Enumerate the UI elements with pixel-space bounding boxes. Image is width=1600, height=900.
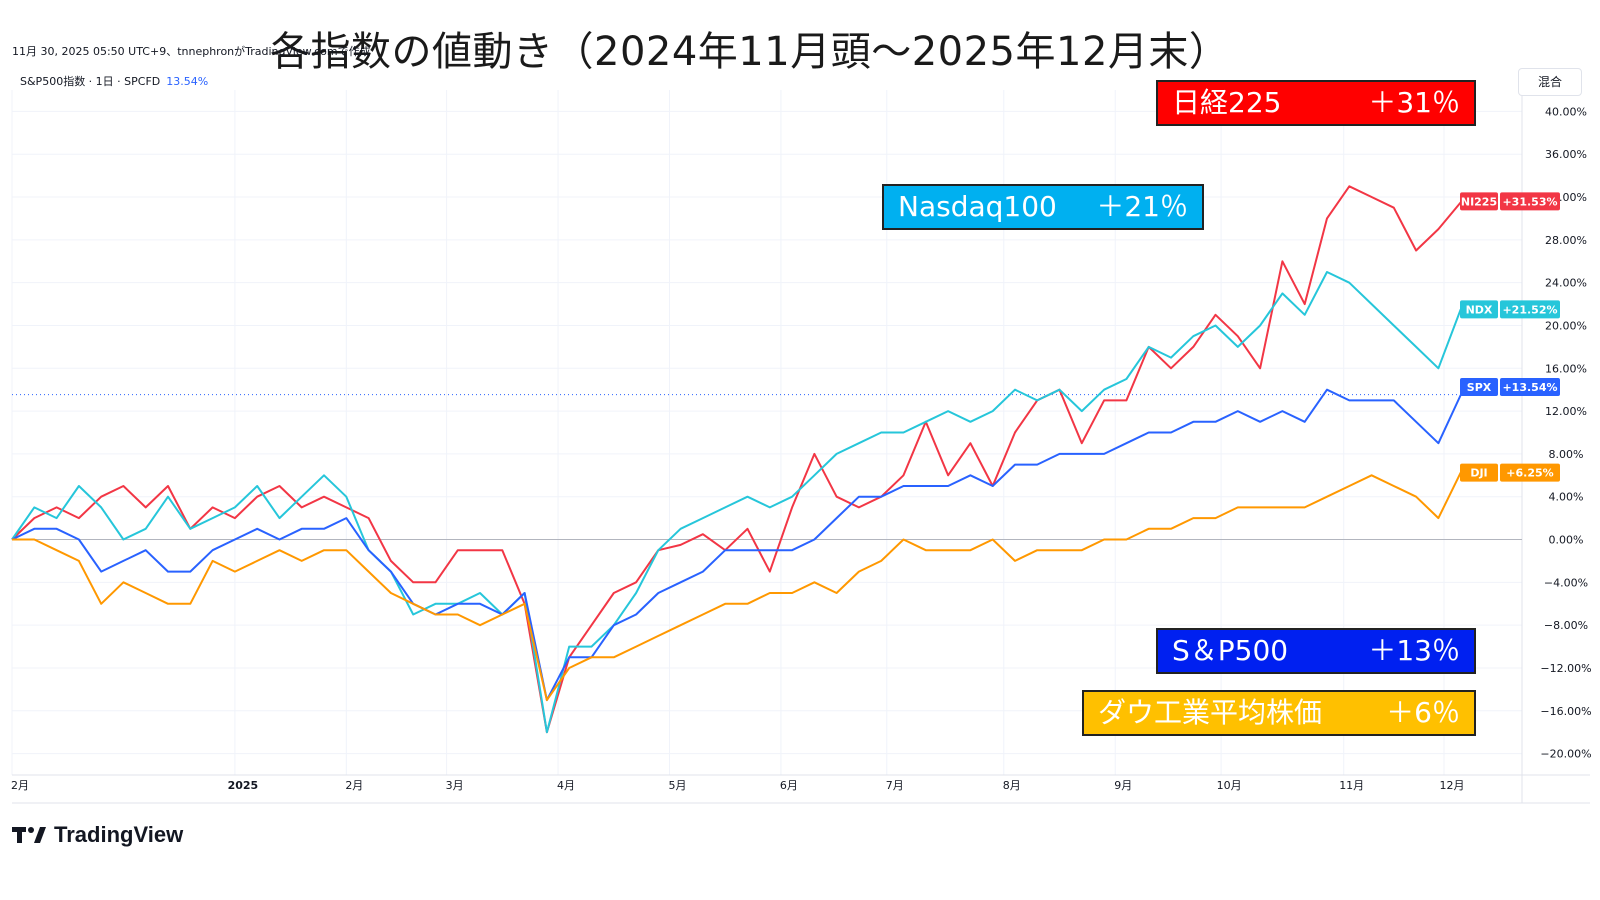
series-line-ndx bbox=[11, 271, 1462, 734]
callout-nikkei-name: 日経225 bbox=[1172, 86, 1282, 119]
callout-sp500-change: ＋13％ bbox=[1368, 634, 1460, 667]
y-tick-label: −20.00% bbox=[1540, 748, 1591, 761]
y-tick-label: 36.00% bbox=[1545, 148, 1587, 161]
badge-symbol-label: NDX bbox=[1466, 303, 1493, 316]
callout-nikkei: 日経225 ＋31％ bbox=[1156, 80, 1476, 126]
chart-meta: 11月 30, 2025 05:50 UTC+9、tnnephronがTradi… bbox=[12, 45, 371, 58]
badge-symbol-dji bbox=[1460, 463, 1498, 482]
callout-nasdaq-change: ＋21％ bbox=[1096, 190, 1188, 223]
chart-legend[interactable]: S&P500指数 · 1日 · SPCFD 13.54% bbox=[20, 73, 208, 89]
y-tick-label: −16.00% bbox=[1540, 705, 1591, 718]
x-tick-label: 2月 bbox=[345, 779, 363, 792]
x-tick-label: 2025 bbox=[228, 779, 259, 792]
x-tick-label: 12月 bbox=[1439, 779, 1464, 792]
tradingview-logo-icon bbox=[12, 827, 46, 843]
series-line-dji bbox=[12, 472, 1462, 702]
badge-value-label: +13.54% bbox=[1502, 381, 1557, 394]
y-tick-label: 0.00% bbox=[1549, 534, 1584, 547]
badge-value-dji bbox=[1500, 463, 1560, 482]
y-tick-label: 28.00% bbox=[1545, 234, 1587, 247]
page-title: 各指数の値動き（2024年11月頭〜2025年12月末） bbox=[270, 29, 1230, 75]
y-tick-label: 4.00% bbox=[1549, 491, 1584, 504]
chart-axes bbox=[12, 70, 1590, 804]
callout-nasdaq-name: Nasdaq100 bbox=[898, 190, 1057, 223]
callout-dow: ダウ工業平均株価 ＋6％ bbox=[1082, 690, 1476, 736]
last-value-badges: NI225 +31.53% NDX +21.52% SPX +13.54% DJI +6.25… bbox=[1460, 192, 1560, 482]
callout-sp500: S＆P500 ＋13％ bbox=[1156, 628, 1476, 674]
badge-value-label: +31.53% bbox=[1502, 195, 1557, 208]
badge-value-spx bbox=[1500, 378, 1560, 397]
badge-value-ndx bbox=[1500, 300, 1560, 319]
series-line-spx bbox=[11, 388, 1462, 702]
x-tick-label: 7月 bbox=[886, 779, 904, 792]
badge-symbol-label: NI225 bbox=[1461, 195, 1497, 208]
y-tick-label: 24.00% bbox=[1545, 277, 1587, 290]
x-tick-label: 3月 bbox=[446, 779, 464, 792]
x-tick-label: 5月 bbox=[668, 779, 686, 792]
badge-value-label: +21.52% bbox=[1502, 303, 1557, 316]
callout-dow-name: ダウ工業平均株価 bbox=[1098, 696, 1323, 729]
badge-symbol-ni225 bbox=[1460, 192, 1498, 211]
badge-symbol-label: DJI bbox=[1470, 467, 1487, 480]
legend-symbol: S&P500指数 · 1日 · SPCFD bbox=[20, 75, 161, 88]
callout-nasdaq: Nasdaq100 ＋21％ bbox=[882, 184, 1204, 230]
x-tick-label: 4月 bbox=[557, 779, 575, 792]
x-tick-label: 6月 bbox=[780, 779, 798, 792]
y-tick-label: 40.00% bbox=[1545, 105, 1587, 118]
scale-mode-button[interactable]: 混合 bbox=[1518, 68, 1582, 96]
badge-symbol-label: SPX bbox=[1467, 381, 1492, 394]
chart-series bbox=[11, 185, 1462, 734]
x-tick-label: 11月 bbox=[1339, 779, 1364, 792]
badge-value-ni225 bbox=[1500, 192, 1560, 211]
x-tick-label: 10月 bbox=[1217, 779, 1242, 792]
x-tick-labels: 2月 2025 2月 3月 4月 5月 6月 7月 8月 9月 10月 11月 12月 bbox=[11, 779, 1464, 792]
y-tick-label: −12.00% bbox=[1540, 662, 1591, 675]
callout-nikkei-change: ＋31％ bbox=[1368, 86, 1460, 119]
x-tick-label: 2月 bbox=[11, 779, 29, 792]
x-tick-label: 9月 bbox=[1114, 779, 1132, 792]
badge-symbol-spx bbox=[1460, 378, 1498, 397]
badge-symbol-ndx bbox=[1460, 300, 1498, 319]
y-tick-label: −8.00% bbox=[1544, 619, 1588, 632]
y-tick-label: 12.00% bbox=[1545, 405, 1587, 418]
tradingview-logo-text: TradingView bbox=[54, 822, 184, 847]
badge-value-label: +6.25% bbox=[1506, 467, 1553, 480]
tradingview-logo: TradingView bbox=[12, 822, 183, 848]
series-line-ni225 bbox=[11, 185, 1462, 734]
legend-value: 13.54% bbox=[166, 75, 209, 88]
y-tick-label: 8.00% bbox=[1549, 448, 1584, 461]
y-tick-label: 20.00% bbox=[1545, 319, 1587, 332]
callout-sp500-name: S＆P500 bbox=[1172, 634, 1289, 667]
callout-dow-change: ＋6％ bbox=[1386, 696, 1460, 729]
y-tick-label: 16.00% bbox=[1545, 362, 1587, 375]
x-tick-label: 8月 bbox=[1003, 779, 1021, 792]
y-tick-label: −4.00% bbox=[1544, 576, 1588, 589]
